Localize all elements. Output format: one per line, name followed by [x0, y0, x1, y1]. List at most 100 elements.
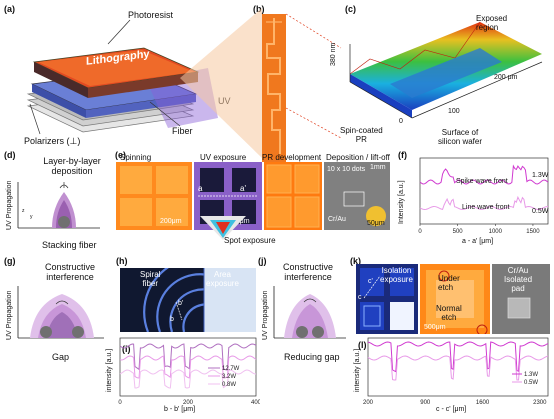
gap-caption: Gap [52, 352, 70, 362]
i-series-line [119, 369, 257, 389]
area-exposure-label: Area exposure [206, 270, 239, 288]
fiber-label: Fiber [172, 126, 193, 136]
step-spinning: Spinning [120, 153, 152, 162]
spot-exposure-label: Spot exposure [224, 236, 276, 245]
reducing-gap-caption: Reducing gap [284, 352, 340, 362]
panel-j-label: (j) [258, 256, 267, 266]
isolated-pad-image [492, 264, 550, 334]
scale-1mm: 1mm [370, 164, 386, 171]
panel-b-label: (b) [253, 4, 265, 14]
panel-a-label: (a) [4, 4, 15, 14]
i-series-line [119, 355, 257, 379]
i-legend-label: 3.2W [222, 374, 236, 380]
a-marker: a [198, 184, 203, 193]
spinning-image [116, 162, 192, 230]
silicon-surface-label: Surface of silicon wafer [438, 128, 483, 146]
z-axis-label: 380 nm [330, 42, 337, 66]
line-legend: Line wave front [462, 204, 510, 211]
f-tick-label: 1500 [526, 229, 540, 235]
under-etch-label: Under etch [438, 274, 460, 292]
i-legend-label: 12.7W [222, 366, 240, 372]
series-1-3w-line [419, 164, 549, 185]
chart-f-ylabel: Intensity [a.u.] [398, 180, 405, 224]
zoom-lines-c [286, 13, 342, 139]
exposed-region-label: Exposed region [476, 14, 508, 32]
panel-f-label: (f) [398, 150, 407, 160]
interference-diagram-j [273, 286, 346, 339]
isolated-pad-label: Cr/Au Isolated pad [504, 266, 533, 293]
spot-exposure-inset [200, 216, 246, 240]
y-label: y [30, 214, 33, 220]
mask-pattern-image [262, 14, 286, 162]
layer-deposition-title: Layer-by-layer deposition [43, 156, 101, 176]
x-tick-100: 100 [448, 108, 460, 115]
chart-i-ylabel: intensity [a.u.] [106, 348, 113, 392]
a-pointers [29, 101, 181, 135]
c-prime-marker: c' [368, 278, 373, 285]
panel-g-label: (g) [4, 256, 16, 266]
chart-i: 0 200 400 12.7W 3.2W 0.8W [118, 337, 260, 406]
photoresist-pointer [107, 19, 131, 45]
scale-50um: 50μm [367, 220, 385, 227]
series-0-5w-line [419, 195, 549, 211]
stacking-fiber-caption: Stacking fiber [42, 240, 97, 250]
a-prime-marker: a' [240, 184, 246, 193]
panel-d-label: (d) [4, 150, 16, 160]
f-tick-label: 500 [453, 229, 464, 235]
panel-e-label: (e) [115, 150, 126, 160]
f-tick-label: 1000 [489, 229, 503, 235]
x-tick-200: 200 μm [494, 74, 518, 81]
constructive-title-j: Constructive interference [282, 262, 334, 282]
l-legend-label: 0.5W [524, 380, 538, 386]
isolation-exposure-image [356, 264, 418, 334]
l-series-line [367, 341, 549, 373]
scale-200um: 200μm [160, 218, 182, 225]
step-dep: Deposition / lift-off [326, 153, 390, 162]
isolation-exposure-label: Isolation exposure [380, 266, 413, 284]
chart-i-xlabel: b - b' [μm] [164, 406, 196, 413]
interference-diagram-g [17, 286, 104, 339]
spiral-fiber-label: Spiral fiber [140, 270, 161, 288]
l-series-line [367, 355, 549, 381]
i-tick-label: 400 [251, 400, 260, 406]
lithography-stack-diagram [26, 47, 218, 133]
stacking-diagram [17, 182, 100, 229]
chart-l-xlabel: c - c' [μm] [436, 406, 467, 413]
spike-legend: Spike wave front [456, 178, 508, 185]
chart-l: 200 900 1600 2300 1.3W 0.5W [363, 337, 549, 406]
l-tick-label: 900 [420, 400, 431, 406]
i-tick-label: 0 [118, 400, 122, 406]
z-label: z [22, 208, 25, 214]
b-marker: b [170, 316, 174, 323]
uv-propagation-axis-j: UV Propagation [262, 290, 269, 340]
panel-k-label: (k) [350, 256, 361, 266]
c-marker: c [358, 294, 362, 301]
power-1-3w: 1.3W [532, 172, 549, 179]
f-tick-label: 0 [418, 229, 422, 235]
chart-l-ylabel: intensity [a.u.] [354, 348, 361, 392]
pr-development-image [264, 162, 322, 230]
panel-i-label: (i) [122, 344, 131, 354]
step-uv: UV exposure [200, 153, 247, 162]
panel-h-label: (h) [116, 256, 128, 266]
zoom-cone [180, 8, 262, 158]
afm-surface-plot [349, 21, 543, 119]
i-series-line [119, 343, 257, 371]
i-legend-label: 0.8W [222, 382, 236, 388]
crau-label: Cr/Au [328, 216, 346, 223]
etch-image [420, 264, 490, 334]
chart-f: 0 500 1000 1500 [418, 157, 549, 235]
power-0-5w: 0.5W [532, 208, 549, 215]
l-tick-label: 1600 [476, 400, 490, 406]
panel-l-label: (l) [358, 340, 367, 350]
constructive-title-g: Constructive interference [44, 262, 96, 282]
l-tick-label: 200 [363, 400, 374, 406]
scale-500um-k: 500μm [424, 324, 446, 331]
i-tick-label: 200 [183, 400, 194, 406]
l-tick-label: 2300 [533, 400, 547, 406]
polarizers-label: Polarizers (⊥) [24, 136, 81, 146]
b-prime-marker: b' [178, 300, 184, 307]
l-legend-label: 1.3W [524, 372, 538, 378]
chart-f-xlabel: a - a' [μm] [462, 238, 494, 245]
dots-label: 10 x 10 dots [327, 166, 366, 173]
